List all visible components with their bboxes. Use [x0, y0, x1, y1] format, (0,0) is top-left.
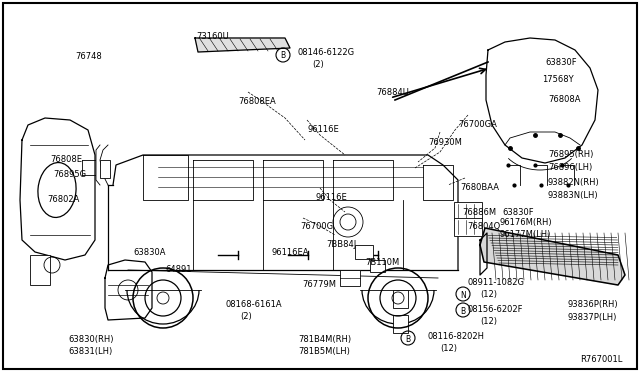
Text: 76886M: 76886M	[462, 208, 496, 217]
Text: 76808E: 76808E	[50, 155, 82, 164]
Bar	[340, 270, 360, 286]
Text: 7680BAA: 7680BAA	[460, 183, 499, 192]
Text: 96116EA: 96116EA	[272, 248, 310, 257]
Text: 76896(LH): 76896(LH)	[548, 163, 592, 172]
Bar	[393, 290, 408, 308]
Text: 7BB84J: 7BB84J	[326, 240, 356, 249]
Text: 08156-6202F: 08156-6202F	[468, 305, 524, 314]
Text: 781B5M(LH): 781B5M(LH)	[298, 347, 350, 356]
Text: 76895G: 76895G	[53, 170, 86, 179]
Text: 76748: 76748	[75, 52, 102, 61]
Text: 08146-6122G: 08146-6122G	[298, 48, 355, 57]
Text: 76930M: 76930M	[428, 138, 462, 147]
Text: 7B110M: 7B110M	[365, 258, 399, 267]
Text: 76700GA: 76700GA	[458, 120, 497, 129]
Text: 76802A: 76802A	[47, 195, 79, 204]
Polygon shape	[195, 38, 290, 52]
Text: 08911-1082G: 08911-1082G	[468, 278, 525, 287]
Text: 76895(RH): 76895(RH)	[548, 150, 593, 159]
Text: B: B	[405, 334, 411, 343]
Text: 93836P(RH): 93836P(RH)	[568, 300, 619, 309]
Text: 96176M(RH): 96176M(RH)	[500, 218, 552, 227]
Text: 76700G: 76700G	[300, 222, 333, 231]
Text: 63830F: 63830F	[502, 208, 534, 217]
Text: 96116E: 96116E	[307, 125, 339, 134]
Text: 63830F: 63830F	[545, 58, 577, 67]
Text: (2): (2)	[240, 312, 252, 321]
Text: 08168-6161A: 08168-6161A	[225, 300, 282, 309]
Text: 93883N(LH): 93883N(LH)	[548, 191, 598, 200]
Text: (2): (2)	[312, 60, 324, 69]
Text: B: B	[280, 51, 285, 61]
Text: (12): (12)	[480, 290, 497, 299]
Bar	[100, 160, 110, 178]
Bar	[393, 315, 408, 333]
Text: R767001L: R767001L	[580, 355, 622, 364]
Text: 63831(LH): 63831(LH)	[68, 347, 112, 356]
Bar	[454, 202, 482, 220]
Text: 73160U: 73160U	[196, 32, 228, 41]
Text: N: N	[460, 291, 466, 299]
Text: 781B4M(RH): 781B4M(RH)	[298, 335, 351, 344]
Text: 64891: 64891	[165, 265, 191, 274]
Text: (12): (12)	[480, 317, 497, 326]
Text: 76804Q: 76804Q	[467, 222, 500, 231]
Text: 93882N(RH): 93882N(RH)	[548, 178, 600, 187]
Bar	[355, 245, 373, 259]
Polygon shape	[480, 228, 625, 285]
Text: 76884U: 76884U	[376, 88, 409, 97]
Bar	[370, 260, 385, 272]
Text: (12): (12)	[440, 344, 457, 353]
Text: B: B	[460, 307, 465, 315]
Text: 96116E: 96116E	[315, 193, 347, 202]
Text: 76808EA: 76808EA	[238, 97, 276, 106]
Bar	[30, 255, 50, 285]
Text: 76779M: 76779M	[302, 280, 336, 289]
Text: 76808A: 76808A	[548, 95, 580, 104]
Text: 63830(RH): 63830(RH)	[68, 335, 113, 344]
Text: 08116-8202H: 08116-8202H	[428, 332, 485, 341]
Text: 96177M(LH): 96177M(LH)	[500, 230, 552, 239]
Text: 17568Y: 17568Y	[542, 75, 573, 84]
Text: 93837P(LH): 93837P(LH)	[568, 313, 618, 322]
Text: 63830A: 63830A	[133, 248, 166, 257]
Ellipse shape	[38, 163, 76, 218]
Bar	[454, 218, 482, 236]
